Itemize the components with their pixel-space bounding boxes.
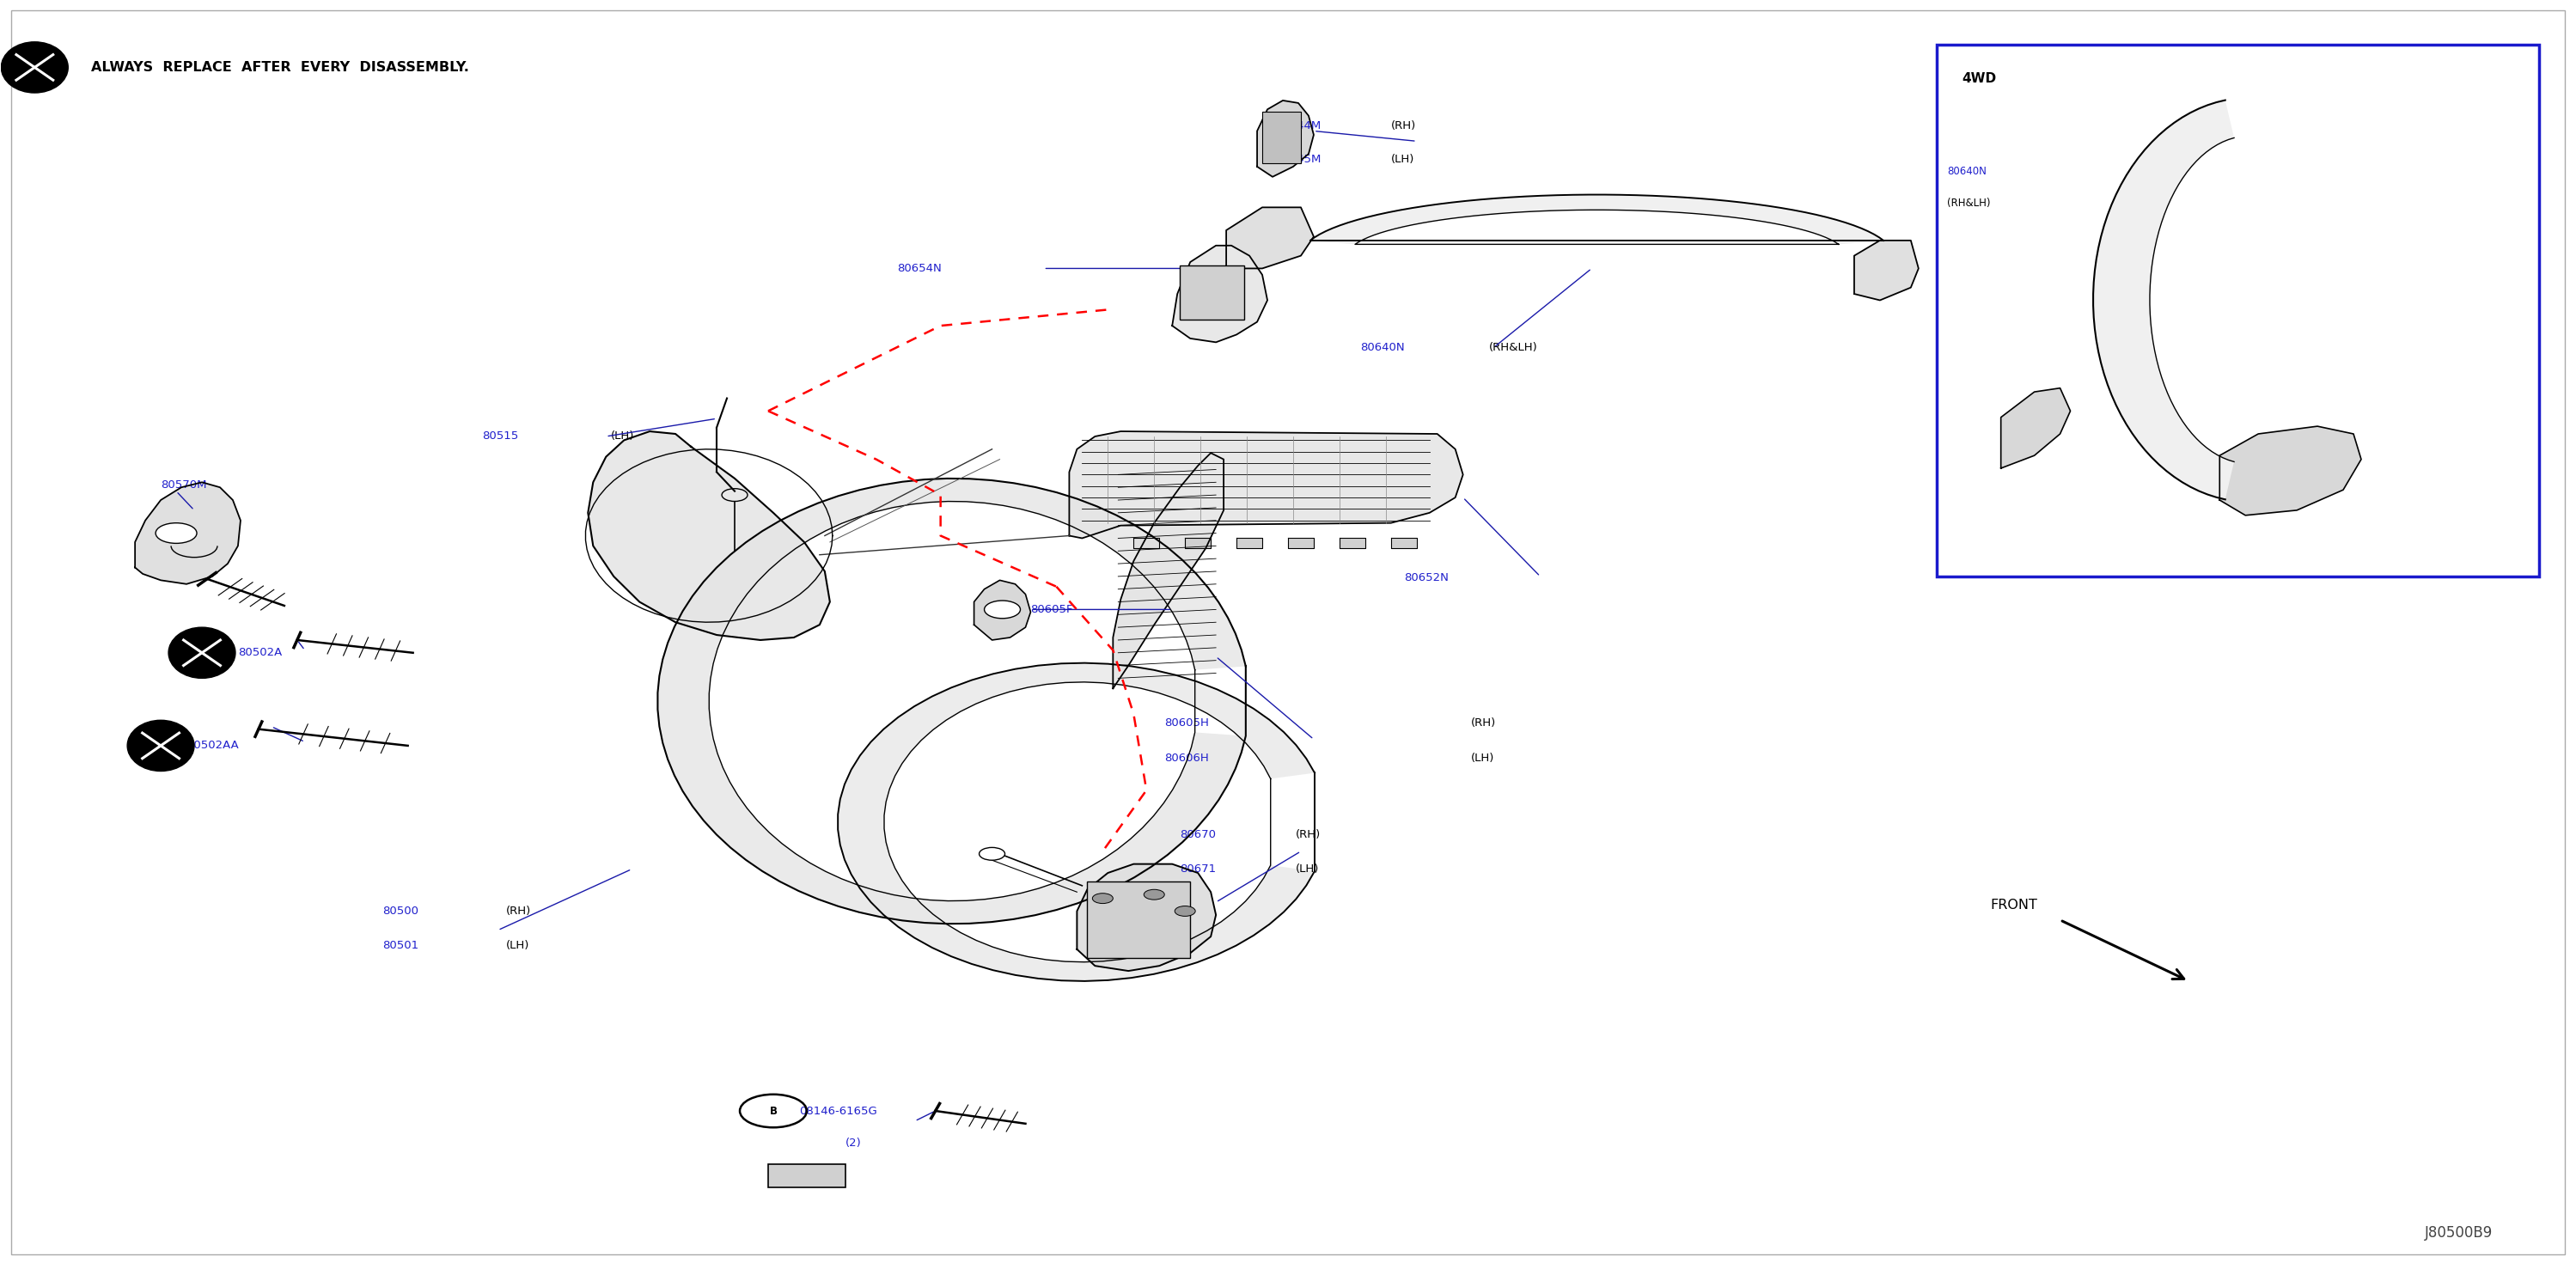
Text: (RH): (RH) bbox=[1391, 120, 1417, 131]
Text: (RH&LH): (RH&LH) bbox=[1947, 198, 1991, 209]
Text: 80670: 80670 bbox=[1180, 829, 1216, 840]
Text: (RH): (RH) bbox=[1296, 829, 1321, 840]
Circle shape bbox=[1175, 907, 1195, 917]
Text: 08146-6165G: 08146-6165G bbox=[799, 1105, 876, 1117]
Text: 4WD: 4WD bbox=[1963, 73, 1996, 85]
Circle shape bbox=[155, 523, 196, 543]
Polygon shape bbox=[974, 580, 1030, 640]
Text: 80605H: 80605H bbox=[1164, 717, 1208, 728]
Text: 80640N: 80640N bbox=[1947, 166, 1986, 177]
Text: 80606H: 80606H bbox=[1164, 752, 1208, 764]
Text: 80605F: 80605F bbox=[1030, 604, 1074, 615]
Polygon shape bbox=[1311, 195, 1883, 245]
Text: (RH): (RH) bbox=[505, 905, 531, 917]
Polygon shape bbox=[134, 482, 240, 584]
Text: (LH): (LH) bbox=[1296, 863, 1319, 875]
Text: 80640N: 80640N bbox=[2159, 329, 2202, 340]
Text: 80570M: 80570M bbox=[160, 479, 206, 491]
Text: ALWAYS  REPLACE  AFTER  EVERY  DISASSEMBLY.: ALWAYS REPLACE AFTER EVERY DISASSEMBLY. bbox=[90, 61, 469, 74]
Polygon shape bbox=[657, 478, 1247, 924]
Polygon shape bbox=[2094, 101, 2233, 500]
Text: 80644M: 80644M bbox=[1275, 120, 1321, 131]
Bar bbox=[1087, 882, 1190, 959]
Polygon shape bbox=[1340, 538, 1365, 548]
Text: (RH&LH): (RH&LH) bbox=[2159, 362, 2208, 374]
Circle shape bbox=[979, 848, 1005, 861]
Polygon shape bbox=[837, 663, 1314, 980]
Polygon shape bbox=[1236, 538, 1262, 548]
Text: (RH): (RH) bbox=[1471, 717, 1497, 728]
Polygon shape bbox=[1185, 538, 1211, 548]
Text: (LH): (LH) bbox=[1471, 752, 1494, 764]
Text: 80654N: 80654N bbox=[896, 263, 940, 274]
Bar bbox=[1180, 266, 1244, 319]
Bar bbox=[1262, 112, 1301, 163]
Polygon shape bbox=[1077, 864, 1216, 972]
Circle shape bbox=[1144, 890, 1164, 900]
Text: (LH): (LH) bbox=[505, 940, 528, 951]
Text: 80502AA: 80502AA bbox=[185, 739, 240, 751]
Polygon shape bbox=[1288, 538, 1314, 548]
Polygon shape bbox=[1172, 246, 1267, 342]
Polygon shape bbox=[1113, 453, 1224, 688]
Text: 80652N: 80652N bbox=[1404, 572, 1448, 583]
Bar bbox=[1937, 45, 2540, 576]
Polygon shape bbox=[2221, 426, 2362, 515]
Text: 80500: 80500 bbox=[381, 905, 417, 917]
Text: 80502A: 80502A bbox=[237, 648, 281, 658]
Bar bbox=[768, 1164, 845, 1187]
Polygon shape bbox=[587, 431, 829, 640]
Text: J80500B9: J80500B9 bbox=[2424, 1225, 2494, 1241]
Text: 80942U: 80942U bbox=[799, 1169, 842, 1181]
Text: 80645M: 80645M bbox=[1275, 153, 1321, 164]
Polygon shape bbox=[1069, 431, 1463, 538]
Text: (RH&LH): (RH&LH) bbox=[1489, 342, 1538, 353]
Text: FRONT: FRONT bbox=[1991, 899, 2038, 912]
Text: (LH): (LH) bbox=[611, 431, 634, 442]
Text: B: B bbox=[770, 1105, 778, 1117]
Text: 80501: 80501 bbox=[381, 940, 417, 951]
Polygon shape bbox=[1391, 538, 1417, 548]
Polygon shape bbox=[1257, 101, 1314, 177]
Circle shape bbox=[1092, 894, 1113, 904]
Circle shape bbox=[984, 601, 1020, 618]
Polygon shape bbox=[1226, 208, 1314, 269]
Polygon shape bbox=[2002, 388, 2071, 468]
Ellipse shape bbox=[126, 720, 193, 771]
Text: 80515: 80515 bbox=[482, 431, 518, 442]
Text: (2): (2) bbox=[845, 1137, 860, 1149]
Ellipse shape bbox=[0, 42, 67, 93]
Polygon shape bbox=[1133, 538, 1159, 548]
Text: 80671: 80671 bbox=[1180, 863, 1216, 875]
Polygon shape bbox=[1855, 241, 1919, 300]
Text: 80640N: 80640N bbox=[1360, 342, 1404, 353]
Ellipse shape bbox=[167, 627, 234, 678]
Text: (LH): (LH) bbox=[1391, 153, 1414, 164]
